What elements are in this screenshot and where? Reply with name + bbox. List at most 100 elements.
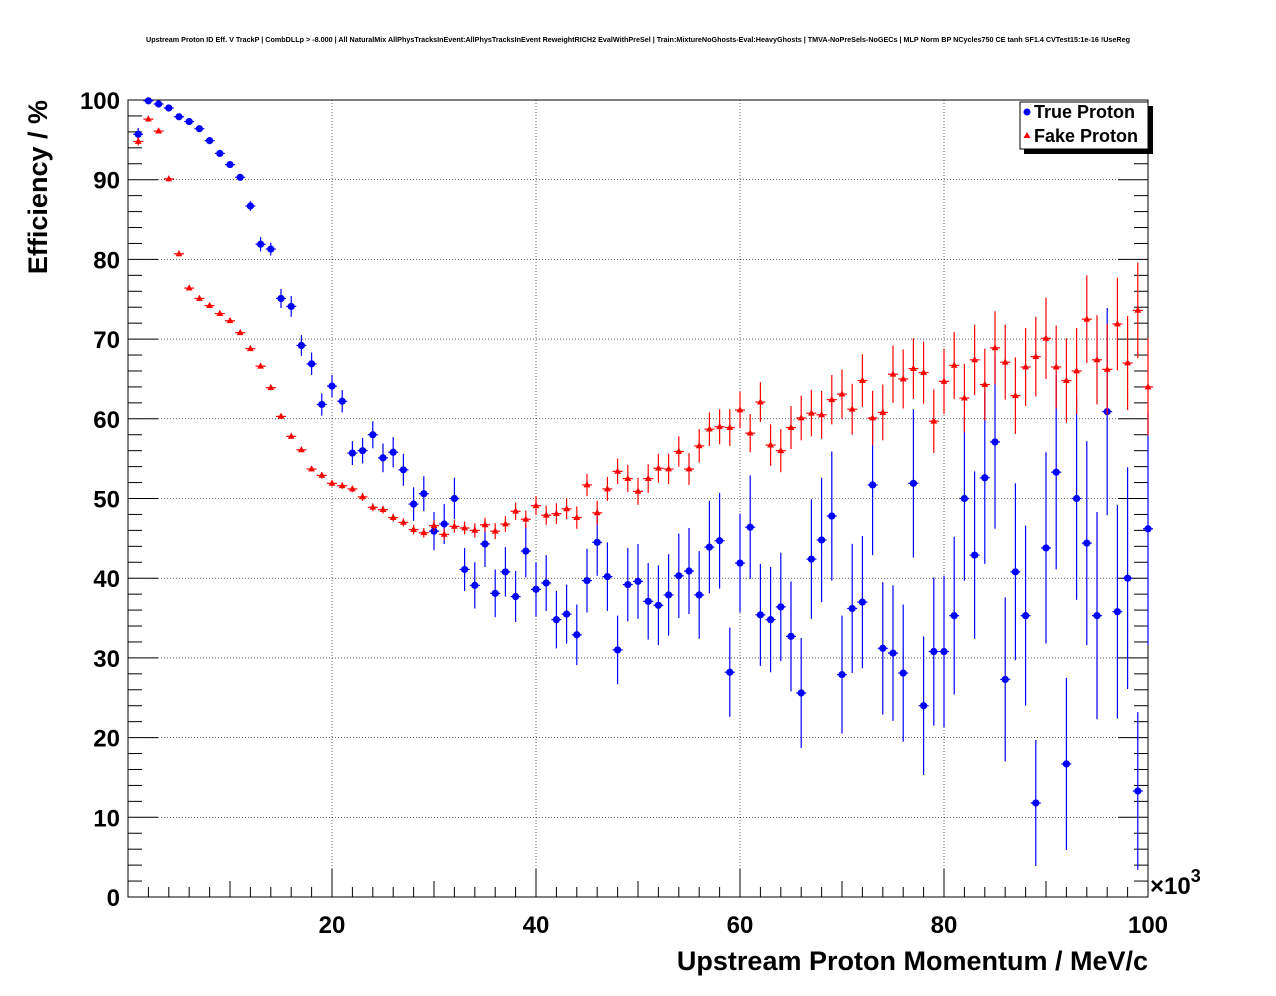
data-point <box>818 536 826 544</box>
data-point <box>175 113 183 121</box>
data-point <box>542 511 550 518</box>
data-point <box>267 383 275 391</box>
data-point <box>297 341 305 350</box>
data-point <box>1001 675 1009 684</box>
data-point <box>624 474 632 481</box>
data-point <box>1032 352 1040 360</box>
x-tick-label: 20 <box>319 912 346 939</box>
data-point <box>909 479 918 487</box>
y-tick-label: 70 <box>93 327 120 354</box>
data-point <box>950 612 958 620</box>
data-point <box>695 442 703 449</box>
data-point <box>471 581 479 589</box>
data-point <box>1063 376 1070 383</box>
data-point <box>777 603 785 611</box>
data-point <box>522 547 530 555</box>
data-point <box>614 646 622 654</box>
data-point <box>379 505 387 513</box>
x-axis-multiplier: ×103 <box>1150 866 1201 900</box>
data-point <box>1093 612 1101 620</box>
data-point <box>134 130 142 138</box>
data-point <box>767 441 774 448</box>
data-point <box>318 400 326 409</box>
data-point <box>491 589 499 597</box>
data-point <box>328 479 336 486</box>
data-point <box>287 432 295 439</box>
data-point <box>1134 306 1142 313</box>
data-point <box>522 515 530 522</box>
data-point <box>859 376 866 383</box>
data-point <box>1011 568 1020 576</box>
data-point <box>1093 356 1101 363</box>
data-point <box>838 390 846 397</box>
data-point <box>206 301 213 309</box>
data-point <box>869 481 877 489</box>
data-point <box>1042 334 1050 341</box>
data-point <box>389 448 397 456</box>
y-tick-label: 0 <box>107 885 120 912</box>
legend-box <box>1019 101 1149 150</box>
data-point <box>910 364 917 371</box>
data-point <box>573 513 581 521</box>
data-point <box>695 591 703 599</box>
data-point <box>1124 359 1131 366</box>
data-point <box>828 395 836 403</box>
data-point <box>1113 608 1121 616</box>
data-point <box>206 137 214 145</box>
y-tick-labels: 0 10 20 30 40 50 60 70 80 90 100 <box>80 88 120 912</box>
y-tick-label: 50 <box>93 487 120 514</box>
data-point <box>889 370 897 377</box>
data-point <box>1012 391 1019 399</box>
data-point <box>726 668 734 676</box>
data-point <box>185 117 193 126</box>
y-tick-label: 30 <box>93 646 120 673</box>
data-point <box>481 521 489 528</box>
data-point <box>675 572 683 580</box>
data-point <box>961 394 968 401</box>
data-point <box>246 202 254 210</box>
data-point <box>450 494 458 503</box>
data-point <box>1103 365 1111 372</box>
data-point <box>563 610 571 618</box>
data-point <box>1042 544 1050 552</box>
x-tick-labels: 20 40 60 80 100 <box>319 912 1168 939</box>
data-point <box>787 632 795 640</box>
x-tick-label: 80 <box>931 912 958 939</box>
data-point <box>1073 367 1080 374</box>
data-point <box>685 567 693 575</box>
data-point <box>808 409 815 416</box>
data-point <box>848 604 856 613</box>
data-point <box>287 302 295 311</box>
data-point <box>226 160 234 169</box>
data-point <box>634 577 642 585</box>
y-tick-label: 80 <box>93 247 120 274</box>
data-point <box>348 449 356 457</box>
data-point <box>196 294 203 301</box>
data-point <box>277 294 285 303</box>
data-point <box>950 361 958 368</box>
data-point <box>1073 494 1081 503</box>
data-point <box>247 344 254 352</box>
data-point <box>756 611 765 619</box>
data-point <box>532 501 540 509</box>
data-point <box>583 576 591 585</box>
data-point <box>257 240 265 248</box>
x-axis-title: Upstream Proton Momentum / MeV/c <box>677 946 1148 976</box>
data-point <box>654 601 663 609</box>
data-point <box>960 494 969 503</box>
data-point <box>899 375 907 382</box>
data-point <box>389 513 397 521</box>
data-point <box>165 104 173 112</box>
data-point <box>848 405 856 412</box>
x-axis-multiplier-exponent: 3 <box>1191 866 1201 886</box>
data-point <box>277 412 285 419</box>
data-point <box>757 398 764 405</box>
data-point <box>349 485 356 492</box>
data-point <box>461 524 468 531</box>
data-point <box>889 649 897 657</box>
data-point <box>369 503 377 510</box>
data-point <box>1114 320 1121 327</box>
data-point <box>1134 787 1142 795</box>
data-point <box>440 520 448 528</box>
data-point <box>134 137 142 144</box>
